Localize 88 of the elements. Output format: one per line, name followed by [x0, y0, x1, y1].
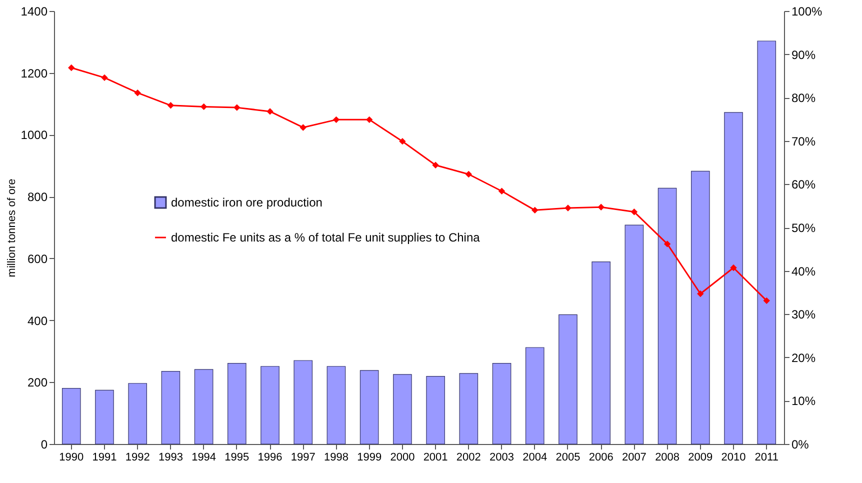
point	[432, 162, 439, 168]
y2-tick-label: 10%	[792, 394, 816, 408]
bar	[95, 390, 114, 444]
bar	[228, 362, 246, 444]
x-tick-label: 1992	[125, 452, 150, 464]
legend-label: domestic Fe units as a % of total Fe unit supplies to China	[171, 230, 480, 244]
bar	[492, 362, 512, 444]
point	[664, 240, 671, 248]
y-tick-label: 1400	[20, 4, 48, 18]
y2-tick-label: 20%	[792, 350, 816, 365]
bar	[658, 188, 677, 444]
point	[532, 206, 538, 214]
y2-tick-label: 70%	[792, 134, 816, 148]
point	[101, 74, 108, 82]
point	[465, 170, 472, 178]
point	[366, 116, 373, 124]
x-tick-label: 1990	[59, 452, 84, 464]
x-tick-label: 1998	[324, 452, 348, 464]
bar	[260, 366, 280, 444]
bar	[724, 112, 743, 444]
point	[630, 208, 638, 216]
point	[332, 116, 340, 124]
point	[167, 102, 174, 109]
bar	[294, 360, 313, 444]
bar	[393, 374, 412, 444]
point	[564, 204, 572, 212]
bar	[360, 370, 379, 444]
x-tick-label: 2001	[423, 452, 448, 464]
x-tick-label: 2004	[522, 452, 548, 464]
bar	[459, 373, 478, 444]
y2-tick-label: 60%	[792, 178, 816, 192]
y-tick-label: 400	[27, 314, 48, 328]
point	[598, 204, 604, 211]
x-tick-label: 2000	[390, 452, 415, 464]
y-tick-label: 1000	[20, 128, 48, 142]
point	[498, 188, 506, 194]
point	[697, 290, 704, 298]
bar	[558, 314, 578, 444]
point	[763, 297, 770, 304]
bar	[326, 366, 346, 444]
x-tick-label: 2008	[655, 452, 680, 464]
bar	[691, 170, 710, 444]
x-tick-label: 2002	[456, 452, 481, 464]
x-tick-label: 1991	[92, 452, 117, 464]
y2-tick-label: 50%	[792, 221, 816, 235]
point	[200, 103, 208, 110]
bar	[525, 347, 544, 444]
y2-tick-label: 90%	[792, 48, 816, 62]
x-tick-label: 2009	[688, 452, 713, 464]
bar	[62, 388, 81, 444]
x-tick-label: 1997	[290, 452, 316, 464]
y2-tick-label: 40%	[792, 264, 816, 278]
x-tick-label: 2007	[622, 452, 646, 464]
y-tick-label: 800	[27, 190, 48, 204]
bar	[128, 383, 147, 444]
y2-tick-label: 80%	[792, 91, 816, 106]
y-tick-label: 1200	[20, 66, 48, 80]
x-tick-label: 1993	[158, 452, 183, 464]
y2-tick-label: 30%	[792, 308, 816, 322]
bar	[161, 371, 180, 444]
x-tick-label: 1996	[258, 452, 282, 464]
x-tick-label: 2005	[556, 452, 580, 464]
bar	[757, 40, 776, 444]
y2-tick-label: 100%	[792, 4, 823, 18]
point	[134, 89, 141, 96]
x-tick-label: 2003	[490, 452, 514, 464]
x-tick-label: 1994	[192, 452, 216, 464]
y-tick-label: 200	[27, 376, 48, 390]
point	[730, 264, 737, 272]
bar	[592, 262, 610, 444]
bar	[194, 369, 214, 444]
x-tick-label: 1995	[224, 452, 250, 464]
x-tick-label: 1999	[357, 452, 382, 464]
y-tick-label: 0	[40, 438, 48, 452]
y2-tick-label: 0%	[792, 438, 810, 452]
y-tick-label: 600	[27, 252, 48, 266]
bar	[624, 224, 644, 444]
y-axis-title: million tonnes of ore	[6, 178, 18, 278]
point	[266, 108, 274, 115]
x-tick-label: 2010	[721, 452, 746, 464]
point	[234, 104, 240, 111]
point	[399, 138, 406, 145]
x-tick-label: 2006	[588, 452, 614, 464]
point	[300, 124, 306, 131]
x-tick-label: 2011	[754, 452, 778, 464]
bar	[426, 376, 445, 444]
legend-label: domestic iron ore production	[171, 196, 322, 210]
point	[68, 64, 75, 72]
